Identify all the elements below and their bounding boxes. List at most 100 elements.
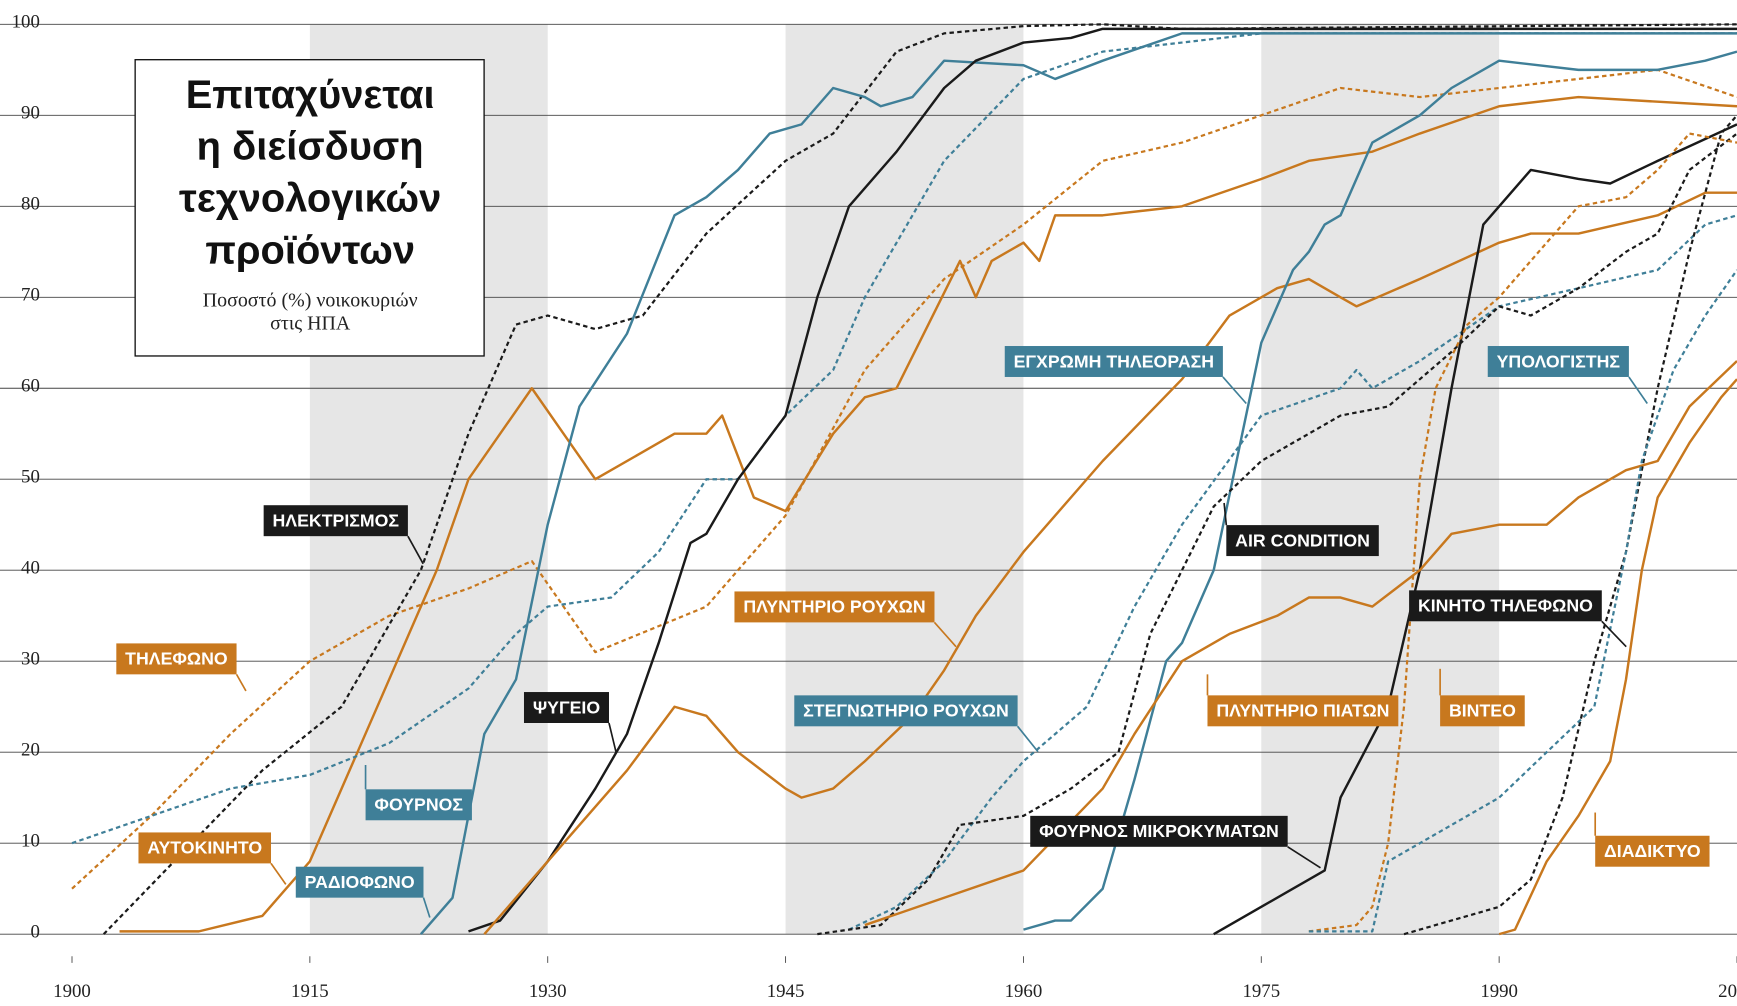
label-leader (235, 673, 247, 692)
label-box (1030, 815, 1288, 847)
chart-title: τεχνολογικών (179, 177, 441, 221)
x-tick-label: 2005 (1718, 981, 1737, 1002)
x-tick-label: 1960 (1005, 981, 1043, 1002)
series-line (1023, 50, 1737, 931)
y-tick-label: 30 (21, 648, 40, 669)
label-box (263, 505, 408, 537)
label-leader (1287, 846, 1321, 869)
label-leader (422, 897, 431, 918)
series-line (1213, 123, 1737, 936)
series-line (1403, 114, 1737, 936)
label-box (1409, 590, 1602, 622)
label-leader (933, 621, 957, 648)
label-box (116, 643, 237, 675)
x-tick-label: 1900 (53, 981, 91, 1002)
chart-title: Επιταχύνεται (186, 73, 435, 117)
label-text: ΦΟΥΡΝΟΣ (374, 795, 463, 815)
series-label: AIR CONDITION (1223, 502, 1379, 557)
series-label: ΗΛΕΚΤΡΙΣΜΟΣ (263, 505, 424, 565)
label-box (138, 832, 272, 864)
series-label: ΨΥΓΕΙΟ (523, 692, 617, 752)
x-tick-label: 1975 (1242, 981, 1280, 1002)
series-label: ΡΑΔΙΟΦΩΝΟ (295, 866, 431, 918)
series-line (1498, 378, 1737, 936)
x-tick-label: 1930 (529, 981, 567, 1002)
label-text: ΤΗΛΕΦΩΝΟ (125, 649, 228, 669)
label-text: ΠΛΥΝΤΗΡΙΟ ΡΟΥΧΩΝ (743, 597, 925, 617)
title-box (134, 59, 485, 357)
label-leader (407, 535, 424, 565)
label-leader (1601, 620, 1627, 648)
label-text: ΦΟΥΡΝΟΣ ΜΙΚΡΟΚΥΜΑΤΩΝ (1039, 821, 1279, 841)
label-box (295, 866, 424, 898)
series-label: ΒΙΝΤΕΟ (1439, 668, 1525, 727)
labels-layer: ΤΗΛΕΦΩΝΟ ΗΛΕΚΤΡΙΣΜΟΣ ΑΥΤΟΚΙΝΗΤΟ ΡΑΔΙΟΦΩΝΟ ΦΟ… (116, 346, 1710, 918)
chart-title: προϊόντων (205, 229, 415, 273)
y-tick-label: 90 (21, 103, 40, 124)
y-tick-label: 80 (21, 194, 40, 215)
label-box (734, 591, 935, 623)
label-box (1595, 835, 1710, 867)
label-box (1440, 695, 1525, 727)
series-label: ΕΓΧΡΩΜΗ ΤΗΛΕΟΡΑΣΗ (1004, 346, 1247, 405)
x-tick-label: 1915 (291, 981, 329, 1002)
series-label: ΦΟΥΡΝΟΣ ΜΙΚΡΟΚΥΜΑΤΩΝ (1030, 815, 1321, 869)
series-line (1308, 132, 1737, 933)
label-leader (608, 722, 617, 752)
series-line (468, 27, 1737, 933)
chart-subtitle: Ποσοστό (%) νοικοκυριών (203, 289, 418, 311)
series-label: ΚΙΝΗΤΟ ΤΗΛΕΦΩΝΟ (1409, 590, 1627, 648)
y-tick-label: 60 (21, 375, 40, 396)
series-line (848, 214, 1737, 931)
label-text: ΠΛΥΝΤΗΡΙΟ ΠΙΑΤΩΝ (1216, 701, 1389, 721)
chart-title: η διείσδυση (197, 125, 424, 169)
series-label: ΠΛΥΝΤΗΡΙΟ ΠΙΑΤΩΝ (1206, 674, 1399, 727)
label-leader (1223, 502, 1228, 526)
label-box (1004, 346, 1223, 377)
series-line (71, 68, 1737, 890)
label-box (523, 692, 609, 723)
series-line (102, 23, 1737, 935)
label-text: ΡΑΔΙΟΦΩΝΟ (305, 872, 415, 892)
series-line (71, 32, 1737, 845)
series-label: ΑΥΤΟΚΙΝΗΤΟ (138, 832, 287, 885)
series-line (483, 191, 1737, 935)
x-tick-label: 1945 (767, 981, 805, 1002)
label-leader (1222, 376, 1247, 405)
series-line (119, 95, 1737, 933)
label-text: ΒΙΝΤΕΟ (1449, 701, 1516, 721)
y-tick-label: 40 (21, 557, 40, 578)
y-tick-label: 50 (21, 466, 40, 487)
label-box (1226, 525, 1379, 557)
series-label: ΣΤΕΓΝΩΤΗΡΙΟ ΡΟΥΧΩΝ (794, 695, 1039, 753)
label-text: ΑΥΤΟΚΙΝΗΤΟ (147, 838, 262, 858)
label-text: ΨΥΓΕΙΟ (533, 697, 601, 717)
label-leader (1016, 725, 1039, 753)
y-tick-label: 70 (21, 284, 40, 305)
series-label: ΥΠΟΛΟΓΙΣΤΗΣ (1487, 346, 1648, 404)
label-box (794, 695, 1018, 727)
x-tick-label: 1990 (1480, 981, 1518, 1002)
label-text: ΕΓΧΡΩΜΗ ΤΗΛΕΟΡΑΣΗ (1014, 351, 1214, 371)
label-leader (270, 862, 287, 885)
series-line (1308, 269, 1737, 933)
label-box (1207, 695, 1399, 727)
label-text: AIR CONDITION (1235, 530, 1370, 550)
label-text: ΣΤΕΓΝΩΤΗΡΙΟ ΡΟΥΧΩΝ (803, 701, 1009, 721)
lines-layer (71, 23, 1737, 936)
y-tick-label: 10 (21, 830, 40, 851)
series-label: ΤΗΛΕΦΩΝΟ (116, 643, 247, 692)
label-text: ΗΛΕΚΤΡΙΣΜΟΣ (273, 510, 400, 530)
chart-subtitle: στις ΗΠΑ (270, 313, 351, 335)
label-text: ΚΙΝΗΤΟ ΤΗΛΕΦΩΝΟ (1418, 596, 1593, 616)
y-tick-label: 0 (30, 921, 39, 942)
series-label: ΦΟΥΡΝΟΣ (364, 765, 472, 821)
label-box (365, 789, 472, 821)
label-text: ΥΠΟΛΟΓΙΣΤΗΣ (1497, 351, 1621, 371)
label-text: ΔΙΑΔΙΚΤΥΟ (1604, 841, 1701, 861)
label-box (1487, 346, 1629, 377)
label-leader (1628, 376, 1648, 404)
y-tick-label: 100 (12, 12, 40, 33)
series-line (864, 360, 1737, 927)
